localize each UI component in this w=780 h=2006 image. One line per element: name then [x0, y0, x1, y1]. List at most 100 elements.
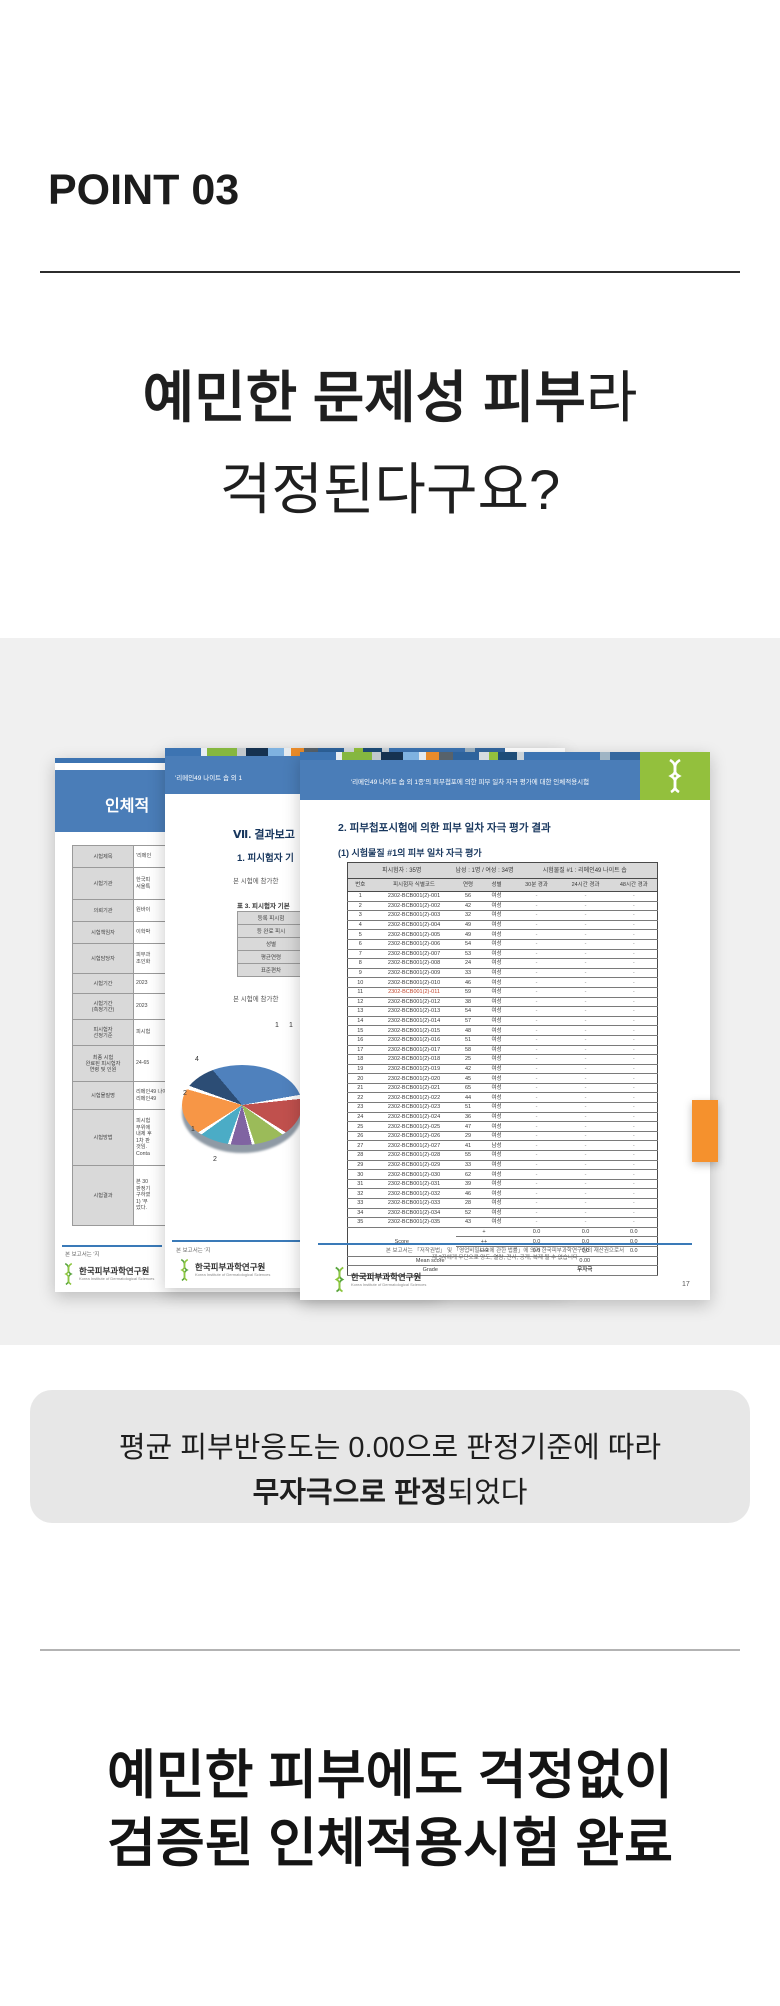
- bottom-title-line2: 검증된 인체적용시험 완료: [107, 1814, 673, 1873]
- table-cell: 시험물질 #1 : 리메인49 나이트 솝: [512, 862, 658, 879]
- table-cell: -: [512, 1217, 561, 1228]
- table-cell: 28: [347, 1150, 373, 1161]
- logo-korean-name: 한국피부과학연구원: [351, 1271, 422, 1282]
- table-cell: -: [610, 1188, 658, 1199]
- table-cell: 26: [347, 1131, 373, 1142]
- table-cell: 49: [455, 929, 481, 940]
- table-cell: -: [610, 1208, 658, 1219]
- table-cell: 56: [455, 891, 481, 902]
- color-strip-segment: [600, 752, 610, 760]
- dna-icon: [334, 1266, 345, 1293]
- color-strip-segment: [403, 752, 419, 760]
- subject-result-row: 2 2302-BCB001(2)-002 42 여성 - - -: [347, 901, 658, 912]
- pie-slice-count-label: 1: [289, 1022, 293, 1029]
- table-cell: 여성: [480, 1217, 513, 1228]
- table-cell: -: [512, 1121, 561, 1132]
- color-strip-segment: [300, 752, 336, 760]
- front-page-color-strip: [300, 752, 640, 760]
- table-cell: 1: [347, 891, 373, 902]
- table-cell: 2302-BCB001(2)-029: [372, 1160, 456, 1171]
- table-cell: 25: [455, 1054, 481, 1065]
- table-cell: 여성: [480, 1208, 513, 1219]
- table-cell: 2302-BCB001(2)-030: [372, 1169, 456, 1180]
- subject-result-row: 32 2302-BCB001(2)-032 46 여성 - - -: [347, 1188, 658, 1199]
- table-cell: -: [610, 1112, 658, 1123]
- table-cell: 62: [455, 1169, 481, 1180]
- table-cell: 무자극: [512, 1265, 658, 1276]
- table-cell: -: [512, 1092, 561, 1104]
- table-cell: -: [512, 1035, 561, 1046]
- bottom-divider: [40, 1649, 740, 1651]
- table-cell: 2302-BCB001(2)-004: [372, 920, 456, 931]
- table-cell: 51: [455, 1102, 481, 1113]
- table-cell: 20: [347, 1073, 373, 1084]
- table-cell: -: [512, 1112, 561, 1123]
- subject-result-row: 27 2302-BCB001(2)-027 41 남성 - - -: [347, 1140, 658, 1152]
- table-cell: -: [512, 901, 561, 912]
- table-cell: 14: [347, 1016, 373, 1027]
- table-cell: -: [560, 901, 611, 912]
- table-cell: 41: [455, 1140, 481, 1152]
- table-cell: -: [560, 1140, 611, 1152]
- table-cell: 2302-BCB001(2)-017: [372, 1045, 456, 1056]
- page-title-line1: 예민한 문제성 피부라: [0, 352, 780, 444]
- table-cell: 57: [455, 1016, 481, 1027]
- table-cell: 여성: [480, 910, 513, 921]
- bottom-title-line1: 예민한 피부에도 걱정없이: [107, 1746, 673, 1805]
- subject-result-row: 5 2302-BCB001(2)-005 49 여성 - - -: [347, 929, 658, 940]
- dna-icon: [64, 1262, 73, 1286]
- subject-label: 표준편차: [237, 963, 305, 977]
- table-cell: -: [560, 1035, 611, 1046]
- dna-icon: [180, 1258, 189, 1282]
- table-cell: -: [560, 1208, 611, 1219]
- table-cell: -: [610, 1121, 658, 1132]
- color-strip-segment: [336, 752, 342, 760]
- orange-bookmark-tab: [692, 1100, 718, 1162]
- subject-result-row: 20 2302-BCB001(2)-020 45 여성 - - -: [347, 1073, 658, 1084]
- subject-result-row: 23 2302-BCB001(2)-023 51 여성 - - -: [347, 1102, 658, 1113]
- middle-page-footer-text: 본 보고서는 '지: [176, 1248, 211, 1254]
- table-cell: 2302-BCB001(2)-010: [372, 977, 456, 988]
- table-cell: -: [512, 929, 561, 940]
- front-page-header-band: '리메인49 나이트 솝 외 1종'의 피부첩포에 의한 피부 일차 자극 평가…: [300, 760, 640, 800]
- table-cell: -: [512, 1179, 561, 1190]
- table-cell: -: [610, 1131, 658, 1142]
- result-line2-bold: 무자극으로 판정: [252, 1477, 448, 1509]
- table-cell: -: [610, 997, 658, 1008]
- table-cell: -: [512, 987, 561, 998]
- color-strip-segment: [426, 752, 439, 760]
- table-cell: 8: [347, 958, 373, 969]
- table-cell: -: [512, 910, 561, 921]
- table-cell: 여성: [480, 977, 513, 988]
- subject-result-row: 31 2302-BCB001(2)-031 39 여성 - - -: [347, 1179, 658, 1190]
- table-cell: 30: [347, 1169, 373, 1180]
- table-cell: 11: [347, 987, 373, 998]
- table-cell: -: [512, 1045, 561, 1056]
- info-label: 피시험자 선정기준: [72, 1019, 134, 1046]
- page-title-line2: 걱정된다구요?: [219, 458, 561, 521]
- table-cell: -: [610, 1035, 658, 1046]
- table-cell: -: [610, 1016, 658, 1027]
- point-label: POINT 03: [48, 166, 240, 214]
- table-cell: 여성: [480, 1179, 513, 1190]
- info-label: 시험방법: [72, 1109, 134, 1166]
- score-row: Score +0.0 0.0 0.0: [347, 1227, 658, 1257]
- table-cell: 25: [347, 1121, 373, 1132]
- color-strip-segment: [489, 752, 498, 760]
- subject-result-row: 16 2302-BCB001(2)-016 51 여성 - - -: [347, 1035, 658, 1046]
- table-cell: 여성: [480, 1160, 513, 1171]
- front-footer-line1: 본 보고서는 「저작권법」 및 「영업비밀보호에 관한 법률」에 의거 한국피부…: [385, 1248, 625, 1254]
- table-cell: 0.0: [610, 1227, 658, 1238]
- table-cell: 54: [455, 939, 481, 950]
- table-cell: 3: [347, 910, 373, 921]
- table-cell: 2302-BCB001(2)-002: [372, 901, 456, 912]
- subject-result-row: 14 2302-BCB001(2)-014 57 여성 - - -: [347, 1016, 658, 1027]
- table-cell: -: [560, 1160, 611, 1171]
- subject-result-row: 13 2302-BCB001(2)-013 54 여성 - - -: [347, 1006, 658, 1017]
- subject-result-row: 28 2302-BCB001(2)-028 55 여성 - - -: [347, 1150, 658, 1161]
- table-cell: -: [560, 1179, 611, 1190]
- table-cell: 0.0: [560, 1236, 611, 1247]
- table-cell: 남성: [480, 1140, 513, 1152]
- info-label: 시험물질명: [72, 1081, 134, 1110]
- front-page-footer-rule: [318, 1243, 692, 1245]
